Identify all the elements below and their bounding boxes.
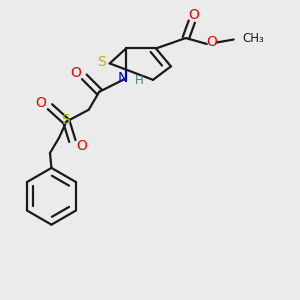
Text: S: S bbox=[97, 55, 106, 69]
Text: S: S bbox=[61, 113, 70, 127]
Text: O: O bbox=[188, 8, 199, 22]
Text: CH₃: CH₃ bbox=[242, 32, 264, 45]
Text: H: H bbox=[135, 74, 144, 87]
Text: O: O bbox=[36, 96, 46, 110]
Text: O: O bbox=[70, 66, 81, 80]
Text: N: N bbox=[117, 71, 128, 85]
Text: O: O bbox=[76, 140, 87, 153]
Text: O: O bbox=[207, 34, 218, 49]
